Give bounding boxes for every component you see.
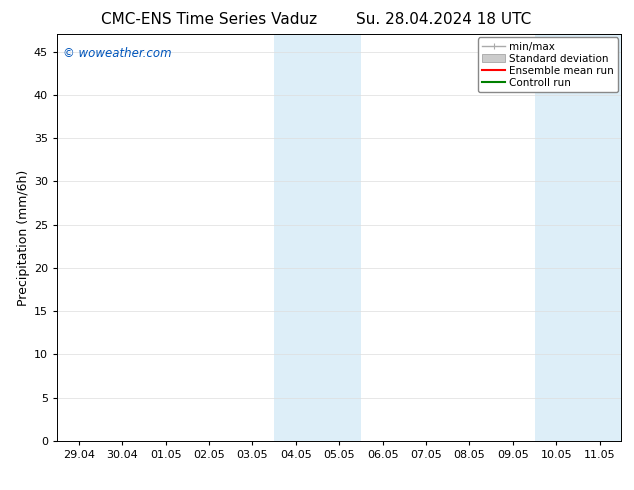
Text: © woweather.com: © woweather.com: [63, 47, 171, 59]
Legend: min/max, Standard deviation, Ensemble mean run, Controll run: min/max, Standard deviation, Ensemble me…: [478, 37, 618, 92]
Bar: [578, 34, 621, 441]
Text: Su. 28.04.2024 18 UTC: Su. 28.04.2024 18 UTC: [356, 12, 531, 27]
Text: CMC-ENS Time Series Vaduz: CMC-ENS Time Series Vaduz: [101, 12, 317, 27]
Bar: [318, 34, 361, 441]
Bar: [274, 34, 318, 441]
Bar: [534, 34, 578, 441]
Y-axis label: Precipitation (mm/6h): Precipitation (mm/6h): [16, 170, 30, 306]
